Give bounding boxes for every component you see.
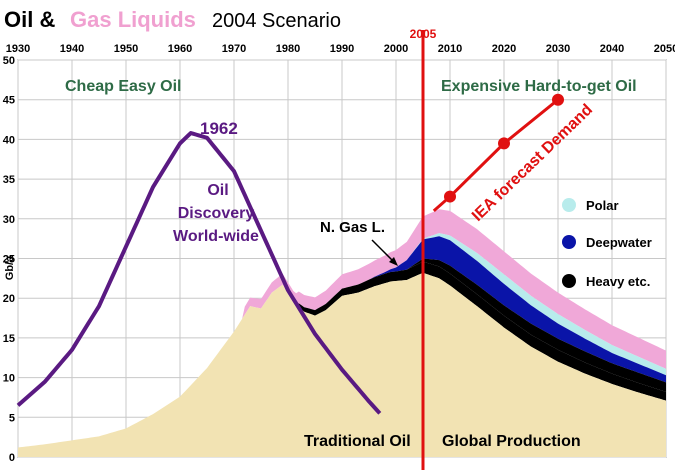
- forecast-point-2030: [552, 93, 564, 106]
- discovery-label-line2: Discovery: [178, 205, 255, 222]
- y-tick-30: 30: [3, 214, 15, 226]
- discovery-curve: [16, 131, 382, 415]
- y-tick-0: 0: [9, 452, 15, 464]
- region-label-expensive: Expensive Hard-to-get Oil: [441, 78, 637, 95]
- forecast-point-2020: [498, 137, 510, 150]
- forecast-point-2010: [444, 190, 456, 203]
- chart-title-part3: 2004 Scenario: [212, 10, 341, 32]
- discovery-label-line1: Oil: [207, 182, 228, 199]
- x-tick-1960: 1960: [168, 43, 192, 55]
- heavy-area: [18, 258, 666, 448]
- y-tick-5: 5: [9, 412, 15, 424]
- x-tick-2040: 2040: [600, 43, 624, 55]
- deepwater-area: [18, 236, 666, 448]
- legend-swatch-deepwater: [562, 235, 576, 249]
- forecast-line: [432, 98, 559, 212]
- x-tick-2010: 2010: [438, 43, 462, 55]
- x-axis-ticks: 1930 1940 1950 1960 1970 1980 1990 2000 2010 2020…: [6, 43, 675, 55]
- chart-title-part2: Gas Liquids: [70, 7, 196, 32]
- y-axis-ticks: 0 5 10 15 20 25 30 35 40 45 50: [3, 55, 15, 464]
- ngl-pointer-arrow: [371, 239, 396, 264]
- legend-label-heavy: Heavy etc.: [586, 274, 650, 289]
- year-2005-marker-label: 2005: [410, 27, 437, 41]
- global-production-label: Global Production: [442, 433, 581, 450]
- x-tick-1990: 1990: [330, 43, 354, 55]
- x-tick-1940: 1940: [60, 43, 84, 55]
- ngl-arrow-head: [389, 257, 398, 266]
- discovery-label-line3: World-wide: [173, 228, 259, 245]
- legend: Polar Deepwater Heavy etc.: [562, 198, 652, 289]
- traditional-oil-label: Traditional Oil: [304, 433, 411, 450]
- legend-swatch-polar: [562, 198, 576, 212]
- y-tick-40: 40: [3, 134, 15, 146]
- y-tick-35: 35: [3, 174, 15, 186]
- y-axis-label: Gb/a: [4, 255, 16, 280]
- legend-label-deepwater: Deepwater: [586, 235, 652, 250]
- y-tick-20: 20: [3, 293, 15, 305]
- y-tick-25: 25: [3, 254, 15, 266]
- peak-year-label: 1962: [200, 119, 238, 138]
- traditional-oil-area: [18, 272, 666, 457]
- production-areas: [18, 209, 666, 457]
- region-label-cheap: Cheap Easy Oil: [65, 78, 182, 95]
- y-tick-15: 15: [3, 333, 15, 345]
- x-tick-1970: 1970: [222, 43, 246, 55]
- legend-label-polar: Polar: [586, 198, 619, 213]
- plot-area: [16, 59, 667, 458]
- chart-title-part1: Oil &: [4, 7, 55, 32]
- x-tick-1950: 1950: [114, 43, 138, 55]
- x-tick-2000: 2000: [384, 43, 408, 55]
- ngl-label: N. Gas L.: [320, 219, 385, 236]
- gas-liquids-area: [18, 209, 666, 448]
- legend-swatch-heavy: [562, 274, 576, 288]
- series-lines: [16, 93, 564, 415]
- y-tick-10: 10: [3, 373, 15, 385]
- y-tick-45: 45: [3, 95, 15, 107]
- x-tick-2020: 2020: [492, 43, 516, 55]
- x-tick-1980: 1980: [276, 43, 300, 55]
- x-tick-1930: 1930: [6, 43, 30, 55]
- x-tick-2030: 2030: [546, 43, 570, 55]
- y-tick-50: 50: [3, 55, 15, 67]
